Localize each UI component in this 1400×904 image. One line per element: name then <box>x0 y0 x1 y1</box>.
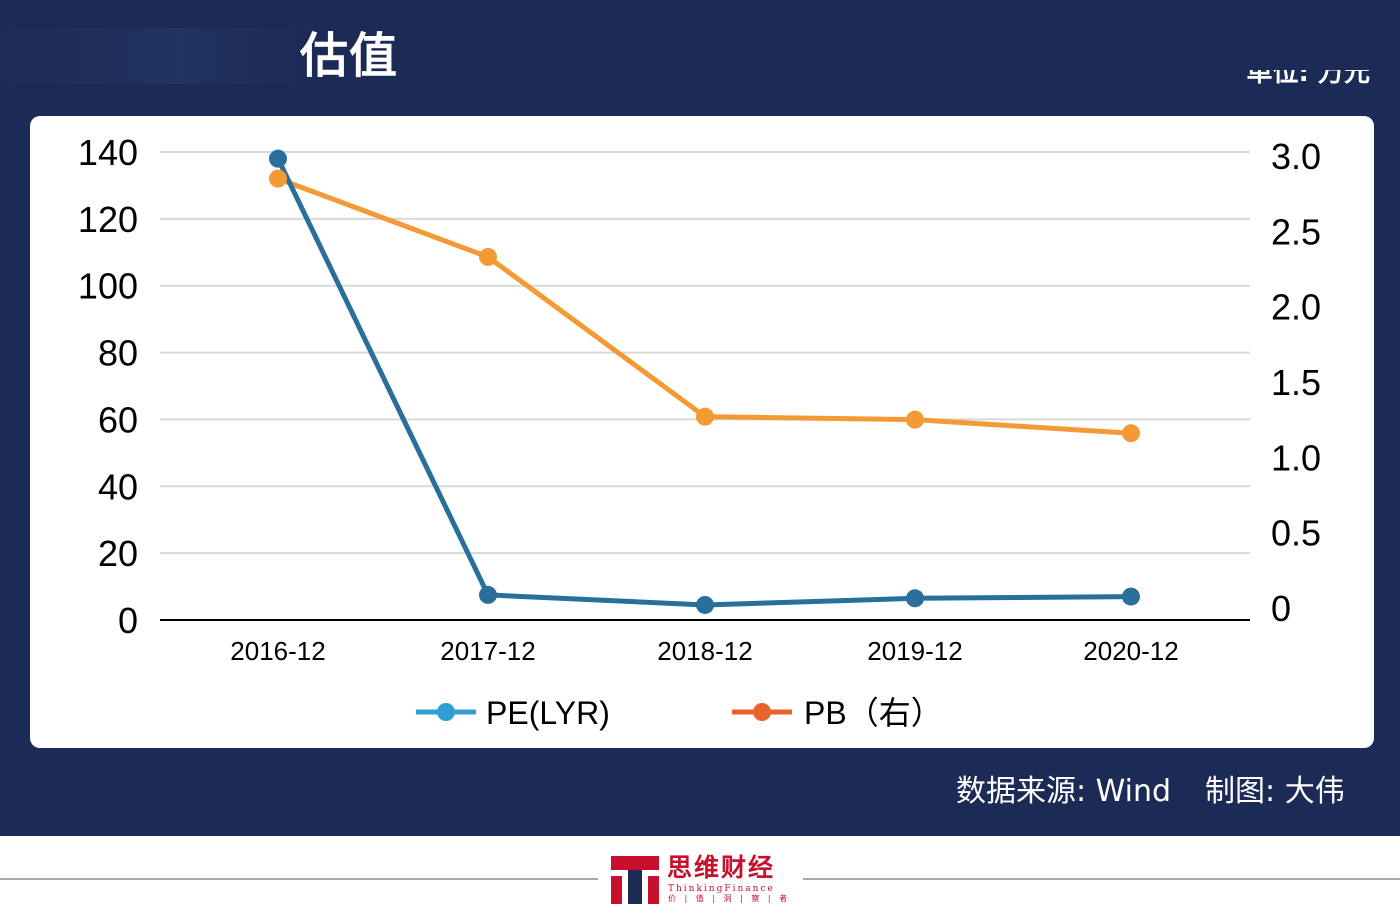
legend-marker-pe <box>437 703 455 721</box>
brand-logo: 思维财经 ThinkingFinance 价 | 值 | 洞 | 察 | 者 <box>611 852 801 904</box>
y-right-tick-label: 1.0 <box>1271 437 1321 478</box>
chart-card: 0 20 40 60 80 100 120 140 0 0.5 1.0 1.5 2.0 2.5 3.0 201… <box>30 116 1374 748</box>
unit-label: 单位: 万元 <box>1247 70 1370 96</box>
series-line-pb <box>277 176 1132 436</box>
y-right-tick-label: 0 <box>1271 588 1291 629</box>
unit-label-text: 单位: 万元 <box>1246 70 1370 88</box>
footer-rule-left <box>0 878 598 880</box>
series-point-pb <box>479 247 497 266</box>
source-line: 数据来源: Wind 制图: 大伟 <box>956 772 1345 812</box>
chart-credit: 制图: 大伟 <box>1205 774 1345 809</box>
series-point-pb <box>269 169 287 188</box>
legend-label-pb: PB（右） <box>804 695 943 731</box>
series-point-pe <box>1122 587 1140 606</box>
header-banner: 估值 单位: 万元 0 20 40 60 80 100 120 140 0 0.5 1.0 1.5 2.… <box>0 0 1400 836</box>
logo-motto: 价 | 值 | 洞 | 察 | 者 <box>668 894 791 903</box>
logo-name: 思维财经 <box>667 853 776 882</box>
title-redacted-area <box>0 28 300 84</box>
y-left-tick-label: 60 <box>98 399 138 440</box>
series-point-pb <box>696 407 714 426</box>
x-tick-label: 2018-12 <box>657 636 752 666</box>
footer-rule-right <box>803 878 1400 880</box>
y-left-tick-label: 100 <box>78 266 138 307</box>
series-point-pb <box>1122 424 1140 443</box>
y-right-tick-label: 2.0 <box>1271 287 1321 328</box>
y-left-tick-label: 40 <box>98 466 138 507</box>
y-left-tick-label: 120 <box>78 199 138 240</box>
logo-subtitle: ThinkingFinance <box>668 884 775 894</box>
y-left-tick-label: 0 <box>118 600 138 641</box>
series-point-pe <box>906 589 924 608</box>
y-left-tick-label: 20 <box>98 533 138 574</box>
legend-label-pe: PE(LYR) <box>486 695 610 731</box>
x-tick-label: 2020-12 <box>1083 636 1178 666</box>
y-right-tick-label: 1.5 <box>1271 362 1321 403</box>
x-tick-label: 2016-12 <box>230 636 325 666</box>
page-title: 估值 <box>300 28 399 84</box>
y-right-tick-label: 2.5 <box>1271 211 1321 252</box>
series-point-pe <box>479 585 497 604</box>
series-point-pe <box>696 595 714 614</box>
chart-plot: 0 20 40 60 80 100 120 140 0 0.5 1.0 1.5 2.0 2.5 3.0 201… <box>78 132 1321 731</box>
x-tick-label: 2017-12 <box>440 636 535 666</box>
data-source: 数据来源: Wind <box>956 774 1172 809</box>
y-right-tick-label: 0.5 <box>1271 513 1321 554</box>
y-right-tick-label: 3.0 <box>1271 136 1321 177</box>
y-left-tick-label: 80 <box>98 333 138 374</box>
x-tick-label: 2019-12 <box>867 636 962 666</box>
logo-mark-icon <box>611 856 659 904</box>
legend-marker-pb <box>753 703 771 721</box>
series-point-pb <box>906 410 924 429</box>
y-left-tick-label: 140 <box>78 132 138 173</box>
series-point-pe <box>269 149 287 168</box>
